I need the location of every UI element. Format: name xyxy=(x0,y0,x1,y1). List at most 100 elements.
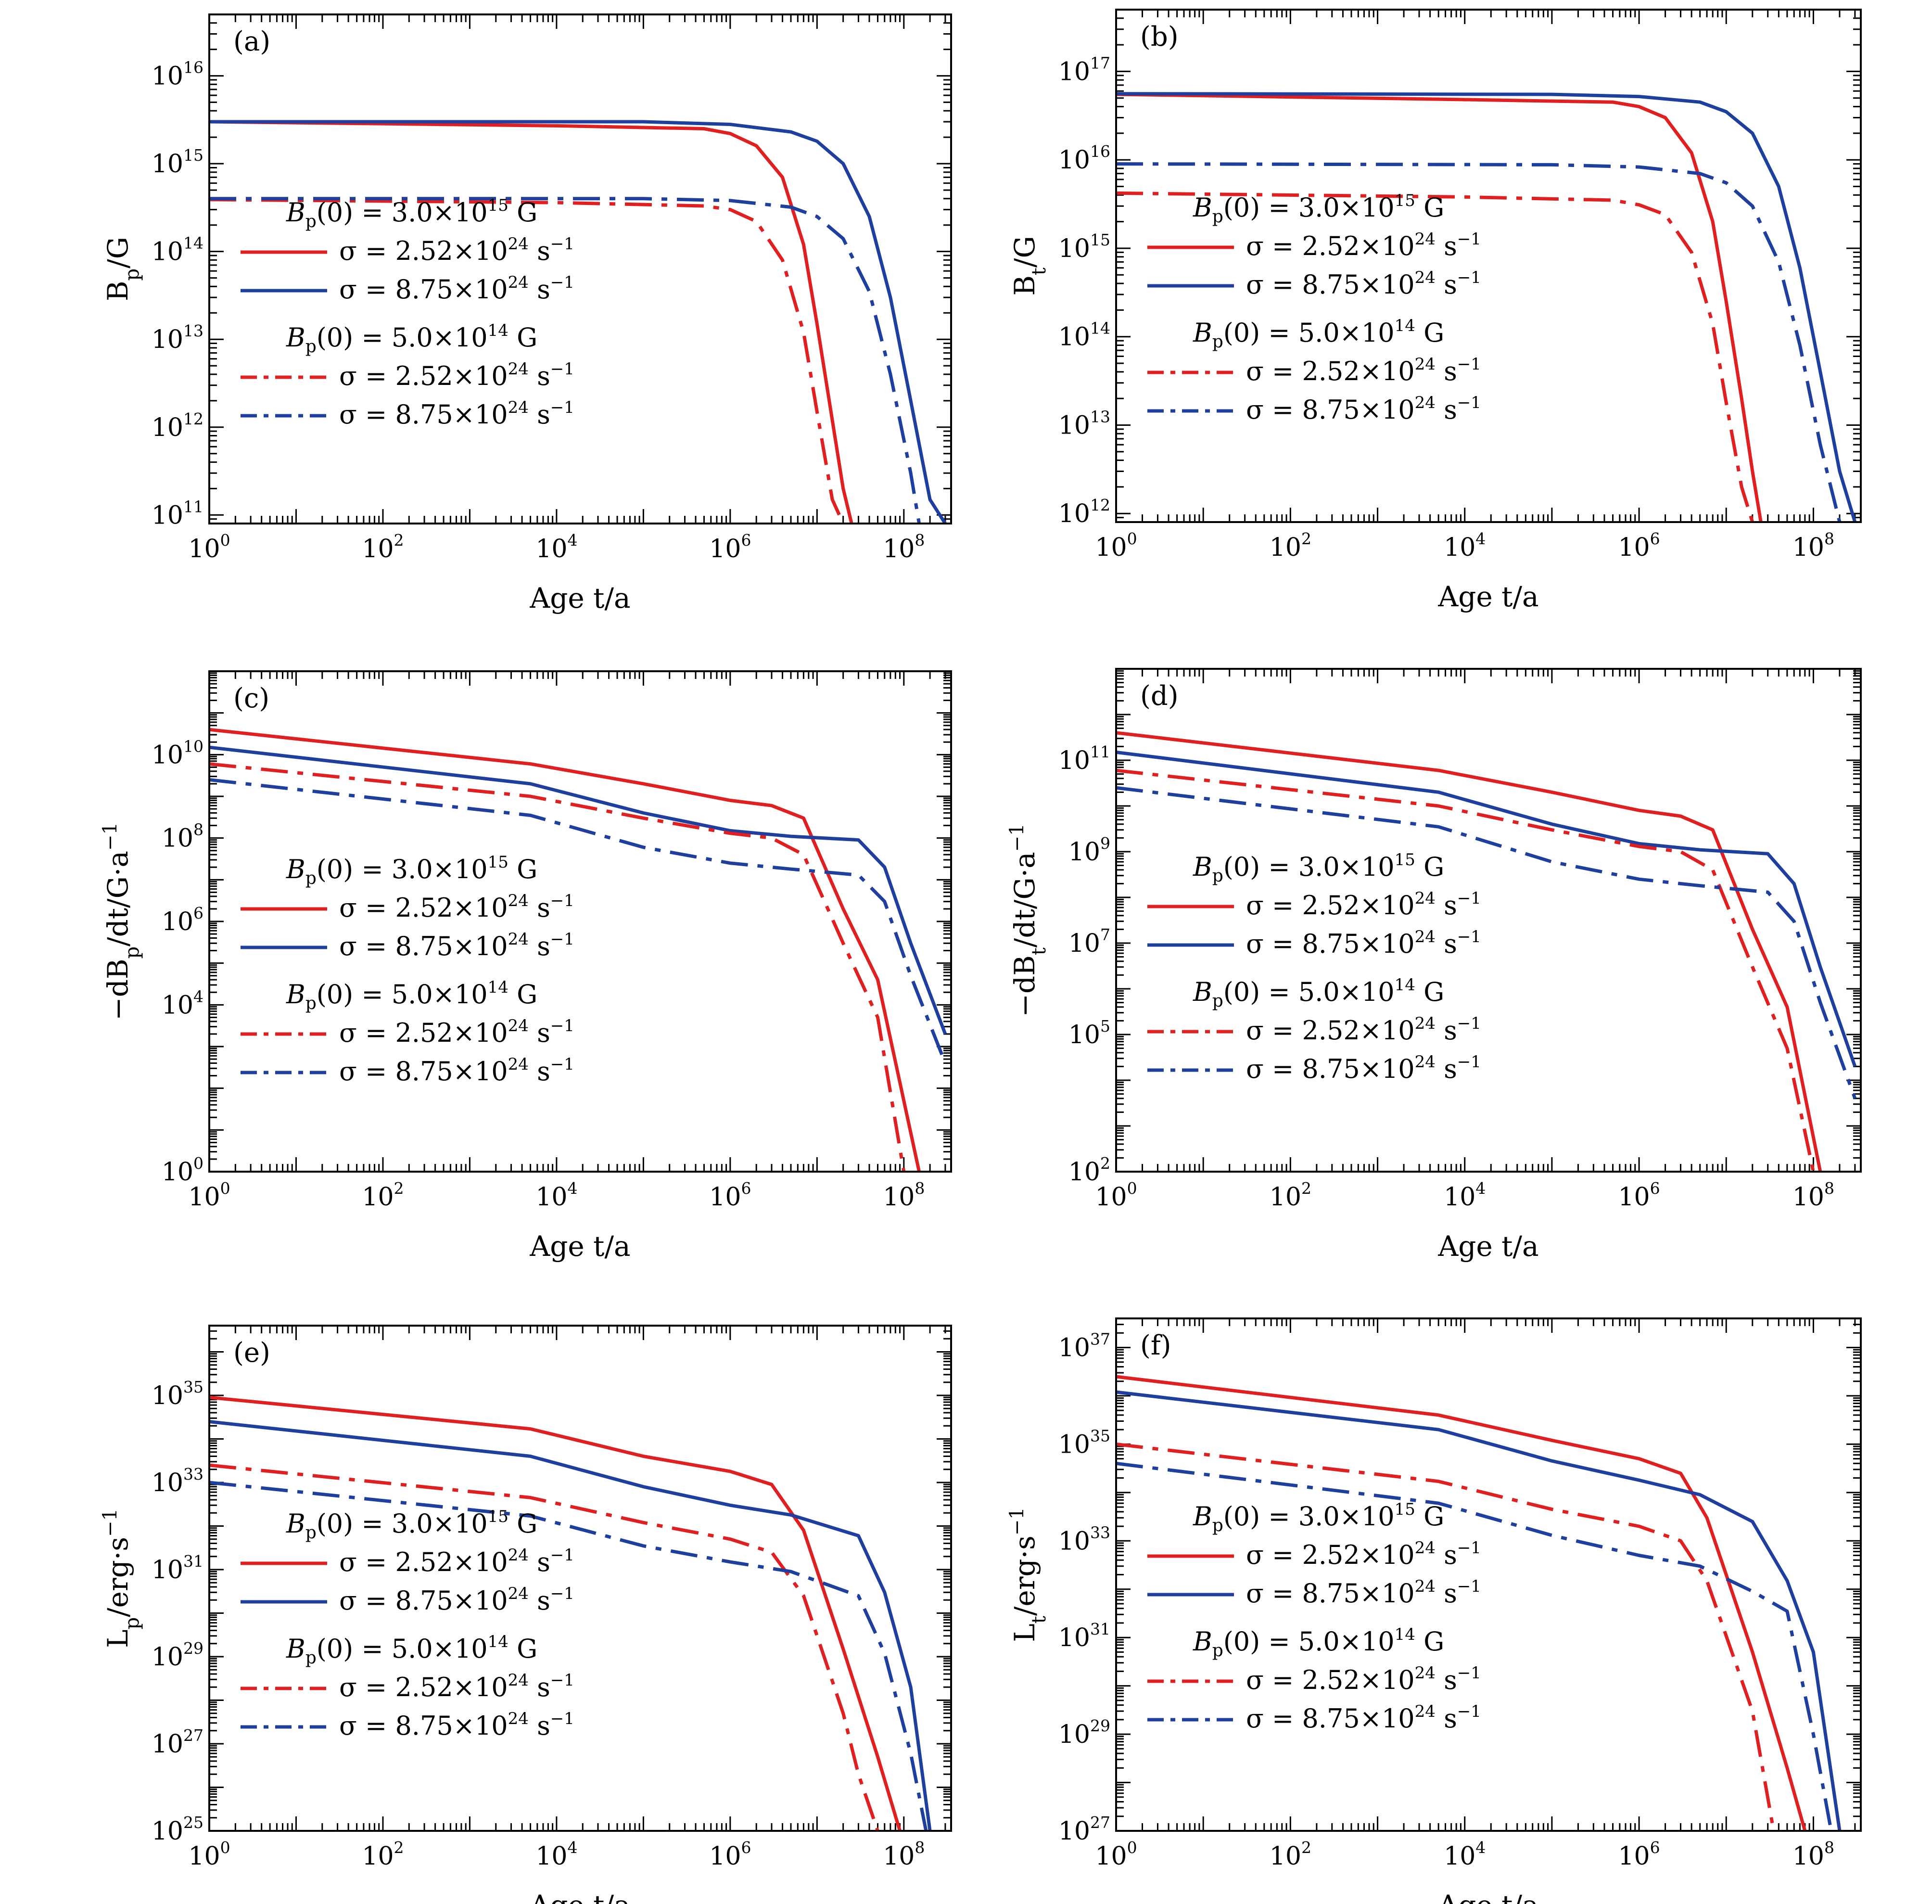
x-tick-label: 108 xyxy=(1792,1838,1834,1871)
x-tick-label: 100 xyxy=(188,1179,230,1212)
x-tick-label: 102 xyxy=(362,1838,404,1871)
series-line-3 xyxy=(209,198,845,524)
y-tick-label: 1011 xyxy=(1058,742,1110,775)
legend-group-heading: Bp(0) = 5.0×1014 G xyxy=(1193,316,1444,352)
legend-entry-label: σ = 2.52×1024 s−1 xyxy=(339,234,574,266)
x-tick-label: 108 xyxy=(883,1838,925,1871)
chart-panel-f: 100 102 104 106 108 1027 1029 1031 1033 1035 1037 A… xyxy=(1006,1317,1862,1904)
x-axis-title: Age t/a xyxy=(529,1230,630,1263)
y-tick-label: 1037 xyxy=(1058,1329,1110,1362)
x-tick-label: 106 xyxy=(1618,1179,1660,1212)
x-tick-label: 104 xyxy=(535,1179,577,1212)
plot-frame xyxy=(1115,1317,1862,1832)
series-line-3 xyxy=(1116,1442,1776,1831)
chart-panel-e: 100 102 104 106 108 1025 1027 1029 1031 1033 1035 A… xyxy=(99,1325,952,1904)
y-tick-label: 1025 xyxy=(152,1813,203,1846)
chart-panel-a: 100 102 104 106 108 1011 1012 1013 1014 1015 1016 A… xyxy=(102,13,952,614)
x-tick-label: 104 xyxy=(535,531,577,563)
axis-ticks xyxy=(1115,668,1861,1173)
legend: Bp(0) = 3.0×1015 Gσ = 2.52×1024 s−1σ = 8… xyxy=(1147,191,1481,425)
x-tick-label: 102 xyxy=(1270,529,1311,562)
x-tick-label: 104 xyxy=(1444,529,1486,562)
y-tick-label: 100 xyxy=(162,1154,203,1187)
x-tick-label: 108 xyxy=(1792,529,1834,562)
x-tick-label: 100 xyxy=(1095,1179,1137,1212)
y-tick-label: 1029 xyxy=(1058,1716,1110,1749)
legend-entry-label: σ = 8.75×1024 s−1 xyxy=(339,398,574,430)
legend: Bp(0) = 3.0×1015 Gσ = 2.52×1024 s−1σ = 8… xyxy=(1147,1500,1481,1734)
legend-entry-label: σ = 2.52×1024 s−1 xyxy=(1246,1014,1481,1046)
series-line-4 xyxy=(1116,162,1842,522)
y-tick-label: 1013 xyxy=(1058,407,1110,440)
y-tick-label: 1033 xyxy=(152,1465,203,1497)
x-tick-label: 100 xyxy=(1095,1838,1137,1871)
y-tick-label: 106 xyxy=(162,904,203,936)
x-tick-label: 106 xyxy=(1618,1838,1660,1871)
x-tick-label: 102 xyxy=(1270,1179,1311,1212)
legend-group-heading: Bp(0) = 3.0×1015 G xyxy=(286,196,537,231)
series-line-4 xyxy=(209,197,921,524)
x-axis-title: Age t/a xyxy=(1437,1230,1538,1263)
panel-label: (c) xyxy=(233,683,269,714)
legend-entry-label: σ = 2.52×1024 s−1 xyxy=(339,1546,574,1577)
y-tick-label: 1017 xyxy=(1058,53,1110,86)
legend-entry-label: σ = 2.52×1024 s−1 xyxy=(339,1016,574,1048)
y-axis-title: Bp/G xyxy=(102,237,143,301)
x-axis-title: Age t/a xyxy=(1437,580,1538,613)
legend-group-heading: Bp(0) = 5.0×1014 G xyxy=(286,978,537,1013)
legend-entry-label: σ = 2.52×1024 s−1 xyxy=(339,359,574,391)
series-line-4 xyxy=(209,778,947,1064)
x-tick-label: 102 xyxy=(1270,1838,1311,1871)
y-tick-label: 1011 xyxy=(152,497,203,530)
series-line-2 xyxy=(209,745,947,1035)
x-tick-label: 108 xyxy=(883,531,925,563)
y-tick-label: 109 xyxy=(1068,834,1110,867)
series-line-3 xyxy=(1116,191,1754,522)
x-tick-label: 104 xyxy=(535,1838,577,1871)
axis-ticks xyxy=(208,670,951,1173)
legend-entry-label: σ = 8.75×1024 s−1 xyxy=(339,930,574,961)
y-tick-label: 107 xyxy=(1068,925,1110,958)
panel-label: (b) xyxy=(1140,21,1179,52)
legend-group-heading: Bp(0) = 3.0×1015 G xyxy=(1193,191,1444,227)
axis-ticks xyxy=(208,1325,951,1832)
legend-entry-label: σ = 8.75×1024 s−1 xyxy=(339,1709,574,1741)
legend-entry-label: σ = 2.52×1024 s−1 xyxy=(339,891,574,923)
legend-entry-label: σ = 8.75×1024 s−1 xyxy=(1246,393,1481,425)
legend-entry-label: σ = 2.52×1024 s−1 xyxy=(1246,1538,1481,1570)
legend-entry-label: σ = 8.75×1024 s−1 xyxy=(1246,1577,1481,1609)
y-tick-label: 1014 xyxy=(152,234,203,267)
x-tick-label: 106 xyxy=(709,1179,751,1212)
y-tick-label: 1035 xyxy=(1058,1426,1110,1459)
y-tick-label: 1027 xyxy=(152,1726,203,1759)
series-line-4 xyxy=(1116,786,1857,1099)
y-tick-label: 1016 xyxy=(152,58,203,91)
y-axis-title: Bt/G xyxy=(1008,236,1050,296)
y-tick-label: 1010 xyxy=(152,737,203,769)
series-line-1 xyxy=(1116,1375,1807,1831)
series-line-2 xyxy=(1116,92,1857,522)
plot-frame xyxy=(1115,668,1862,1173)
legend-group-heading: Bp(0) = 5.0×1014 G xyxy=(1193,1625,1444,1661)
panel-label: (f) xyxy=(1140,1330,1171,1361)
x-tick-label: 100 xyxy=(188,531,230,563)
legend: Bp(0) = 3.0×1015 Gσ = 2.52×1024 s−1σ = 8… xyxy=(1147,850,1481,1084)
y-tick-label: 1012 xyxy=(152,409,203,442)
axis-ticks xyxy=(1115,1317,1861,1832)
series-line-1 xyxy=(209,120,853,524)
y-tick-label: 1014 xyxy=(1058,319,1110,352)
y-axis-title: Lp/erg·s−1 xyxy=(99,1508,143,1648)
chart-panel-c: 100 102 104 106 108 100 104 106 108 1010 Age t/a −d… xyxy=(99,670,952,1263)
chart-panel-b: 100 102 104 106 108 1012 1013 1014 1015 1016 1017 A… xyxy=(1008,9,1862,613)
series-line-2 xyxy=(1116,750,1857,1067)
legend-entry-label: σ = 8.75×1024 s−1 xyxy=(339,1055,574,1086)
x-tick-label: 104 xyxy=(1444,1838,1486,1871)
plot-frame xyxy=(208,670,952,1173)
x-tick-label: 106 xyxy=(709,531,751,563)
panel-label: (a) xyxy=(233,26,270,57)
legend-entry-label: σ = 8.75×1024 s−1 xyxy=(1246,1052,1481,1084)
x-tick-label: 100 xyxy=(188,1838,230,1871)
y-tick-label: 1031 xyxy=(152,1552,203,1585)
